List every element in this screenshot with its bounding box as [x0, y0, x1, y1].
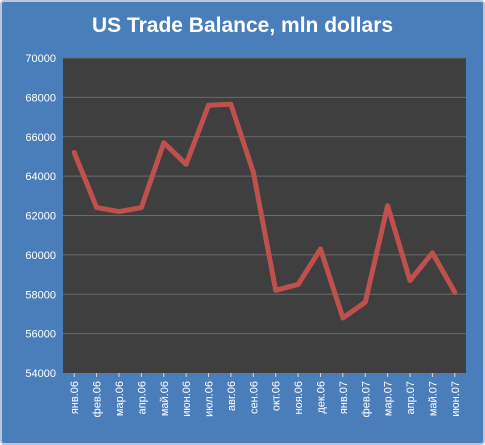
y-tick-label: 68000	[25, 92, 56, 104]
x-tick-label: фев.06	[92, 381, 104, 417]
x-tick-label: фев.07	[360, 381, 372, 417]
x-tick-label: ноя.06	[293, 381, 305, 414]
y-tick-label: 64000	[25, 171, 56, 183]
x-tick-label: мар.07	[383, 381, 395, 416]
x-tick-label: июн.07	[450, 381, 462, 417]
x-tick-label: сен.06	[248, 381, 260, 414]
y-tick-label: 62000	[25, 211, 56, 223]
x-tick-label: апр.07	[405, 381, 417, 414]
x-tick-label: окт.06	[271, 381, 283, 411]
y-tick-label: 54000	[25, 368, 56, 380]
x-tick-label: июл.06	[204, 381, 216, 417]
x-tick-label: май.07	[427, 381, 439, 416]
x-tick-label: мар.06	[114, 381, 126, 416]
x-tick-label: июн.06	[181, 381, 193, 417]
series-line	[71, 101, 458, 321]
y-tick-label: 58000	[25, 289, 56, 301]
x-tick-label: авг.06	[226, 381, 238, 411]
x-tick-label: янв.06	[69, 381, 81, 414]
y-tick-label: 70000	[25, 53, 56, 65]
x-tick-label: дек.06	[315, 381, 327, 414]
y-tick-label: 60000	[25, 250, 56, 262]
x-tick-label: май.06	[159, 381, 171, 416]
chart-title: US Trade Balance, mln dollars	[91, 14, 394, 37]
y-tick-label: 56000	[25, 329, 56, 341]
x-tick-label: апр.06	[136, 381, 148, 414]
y-tick-label: 66000	[25, 132, 56, 144]
x-tick-label: янв.07	[338, 381, 350, 414]
